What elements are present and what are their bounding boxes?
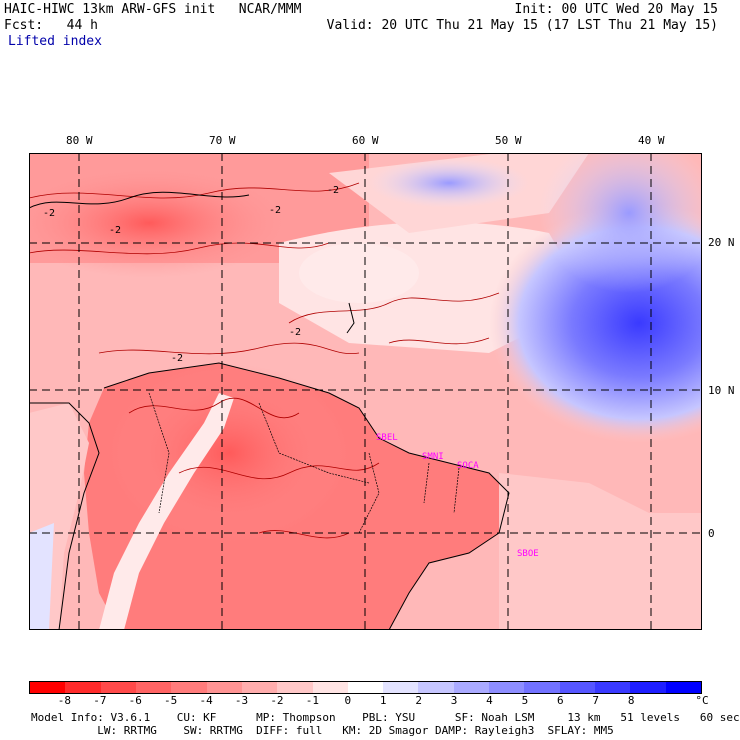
colorbar-segment [489,682,525,693]
contour-label: -2 [43,208,55,219]
contour-line [258,530,350,539]
contour-line [388,337,490,345]
lat-label-20n: 20 N [708,236,735,249]
station-soca: SOCA [457,461,479,471]
init-time: Init: 00 UTC Wed 20 May 15 [514,2,719,17]
colorbar-tick-label: 4 [486,694,493,707]
colorbar-tick-label: -5 [164,694,178,707]
colorbar-segment [135,682,172,693]
colorbar-segment [595,682,631,693]
colorbar-segment [630,682,666,693]
colorbar-tick-label: -6 [128,694,142,707]
contour-lines [28,182,500,539]
model-info-line2: LW: RRTMG SW: RRTMG DIFF: full KM: 2D Sm… [31,724,614,737]
border-line [358,452,380,534]
colorbar-tick-label: 7 [592,694,600,707]
lon-label-50w: 50 W [495,134,522,147]
field-name: Lifted index [8,34,102,49]
colorbar-tick-label: 3 [450,694,458,707]
contour-line [128,397,300,419]
contour-line [98,342,360,355]
colorbar-tick-label: 1 [379,694,387,707]
colorbar-segment [30,682,66,693]
colorbar-tick-label: 0 [344,694,352,707]
colorbar-tick-label: -8 [57,694,72,707]
colorbar-segment [665,682,701,693]
colorbar-tick-label: 8 [627,694,635,707]
colorbar-segment [65,682,101,693]
contour-line [28,182,360,199]
contour-line [178,462,380,480]
border-line [148,392,170,514]
colorbar-segment [206,682,242,693]
colorbar-segment [241,682,278,693]
map-frame [29,153,702,630]
colorbar-tick-label: 5 [521,694,529,707]
coastline-lesser-antilles [346,302,355,334]
colorbar-segment [171,682,207,693]
border-line [453,467,460,514]
colorbar-segment [312,682,348,693]
lon-label-40w: 40 W [638,134,665,147]
station-labels: SBEL SMNI SOCA SBOE [376,433,539,559]
blue-northeast-region [539,133,719,293]
forecast-hour: Fcst: 44 h [4,18,98,33]
contour-label: -2 [109,225,121,236]
colorbar-tick-label: -3 [234,694,249,707]
colorbar-segment [418,682,454,693]
andes-stable-strip [99,393,234,630]
station-sbel: SBEL [376,433,398,443]
colorbar-tick-label: 2 [415,694,422,707]
model-info-line1: Model Info: V3.6.1 CU: KF MP: Thompson P… [31,711,740,724]
lat-label-0: 0 [708,527,715,540]
colorbar-segment [277,682,313,693]
colorbar [29,681,702,694]
contour-labels: -2 -2 -2 -2 -2 -2 [43,185,339,364]
coastline-brazil [388,532,500,631]
border-line [423,462,430,504]
lon-label-70w: 70 W [209,134,236,147]
coastline-pacific [29,402,100,631]
map-canvas: -2 -2 -2 -2 -2 -2 SBEL SMNI SOCA SBOE [9,133,740,631]
pacific-blue-patch [29,523,54,630]
lifted-index-map[interactable]: -2 -2 -2 -2 -2 -2 SBEL SMNI SOCA SBOE [9,133,740,631]
coastline-south-america-north [103,362,510,534]
contour-label: -2 [171,353,183,364]
contour-label: -2 [327,185,339,196]
contour-line [288,292,500,324]
valid-time: Valid: 20 UTC Thu 21 May 15 (17 LST Thu … [326,18,718,33]
colorbar-segment [383,682,419,693]
colorbar-segment [453,682,490,693]
colorbar-unit: °C [695,694,709,707]
colorbar-tick-label: -1 [305,694,319,707]
station-smni: SMNI [422,452,444,462]
colorbar-tick-label: -4 [199,694,213,707]
station-sboe: SBOE [517,549,539,559]
lat-lon-grid [29,153,702,630]
contour-label: -2 [269,205,281,216]
colorbar-tick-label: -2 [270,694,284,707]
colorbar-segment [100,682,136,693]
white-patch [299,243,419,303]
colorbar-segment [559,682,595,693]
country-borders [148,392,460,534]
blue-north-region [369,158,529,208]
coastline-greater-antilles [28,191,250,209]
colorbar-segment [347,682,384,693]
lon-label-60w: 60 W [352,134,379,147]
colorbar-tick-label: -7 [93,694,107,707]
atlantic-south-field [499,473,702,630]
colorbar-segment [524,682,560,693]
contour-label: -2 [289,327,301,338]
contour-line [28,242,330,255]
colorbar-tick-label: 6 [557,694,564,707]
lon-label-80w: 80 W [66,134,93,147]
coastlines [28,191,510,631]
model-title: HAIC-HIWC 13km ARW-GFS init NCAR/MMM [4,2,302,17]
lat-label-10n: 10 N [708,384,735,397]
